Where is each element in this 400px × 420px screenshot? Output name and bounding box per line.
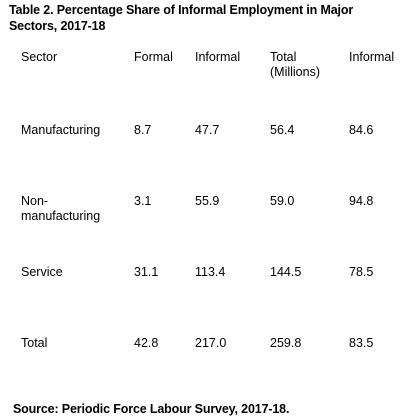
- source-note: Source: Periodic Force Labour Survey, 20…: [13, 402, 290, 416]
- table-caption: Table 2. Percentage Share of Informal Em…: [9, 3, 399, 34]
- row-nonmanufacturing-sector: Non- manufacturing: [21, 194, 100, 223]
- row-total-total: 259.8: [270, 336, 302, 350]
- header-total: Total (Millions): [270, 50, 320, 79]
- header-formal: Formal: [134, 50, 173, 64]
- row-service-share: 78.5: [349, 265, 374, 279]
- row-total-share: 83.5: [349, 336, 374, 350]
- row-nonmanufacturing-sector-line1: Non-: [21, 194, 49, 208]
- row-nonmanufacturing-total: 59.0: [270, 194, 295, 208]
- row-nonmanufacturing-informal: 55.9: [195, 194, 220, 208]
- header-informal: Informal: [195, 50, 241, 64]
- row-nonmanufacturing-formal: 3.1: [134, 194, 152, 208]
- row-service-total: 144.5: [270, 265, 302, 279]
- table-caption-line2: Sectors, 2017-18: [9, 18, 106, 33]
- row-manufacturing-informal: 47.7: [195, 123, 220, 137]
- header-sector: Sector: [21, 50, 58, 64]
- header-informal-share: Informal: [349, 50, 395, 64]
- row-service-sector: Service: [21, 265, 63, 279]
- header-total-line1: Total: [270, 50, 297, 64]
- row-manufacturing-total: 56.4: [270, 123, 295, 137]
- row-total-sector: Total: [21, 336, 48, 350]
- row-manufacturing-sector: Manufacturing: [21, 123, 101, 137]
- row-manufacturing-formal: 8.7: [134, 123, 152, 137]
- row-manufacturing-share: 84.6: [349, 123, 374, 137]
- row-nonmanufacturing-share: 94.8: [349, 194, 374, 208]
- row-nonmanufacturing-sector-line2: manufacturing: [21, 208, 101, 223]
- table-caption-line1: Table 2. Percentage Share of Informal Em…: [9, 3, 354, 17]
- header-total-line2: (Millions): [270, 64, 320, 79]
- row-total-formal: 42.8: [134, 336, 159, 350]
- row-service-formal: 31.1: [134, 265, 159, 279]
- row-service-informal: 113.4: [195, 265, 226, 279]
- row-total-informal: 217.0: [195, 336, 227, 350]
